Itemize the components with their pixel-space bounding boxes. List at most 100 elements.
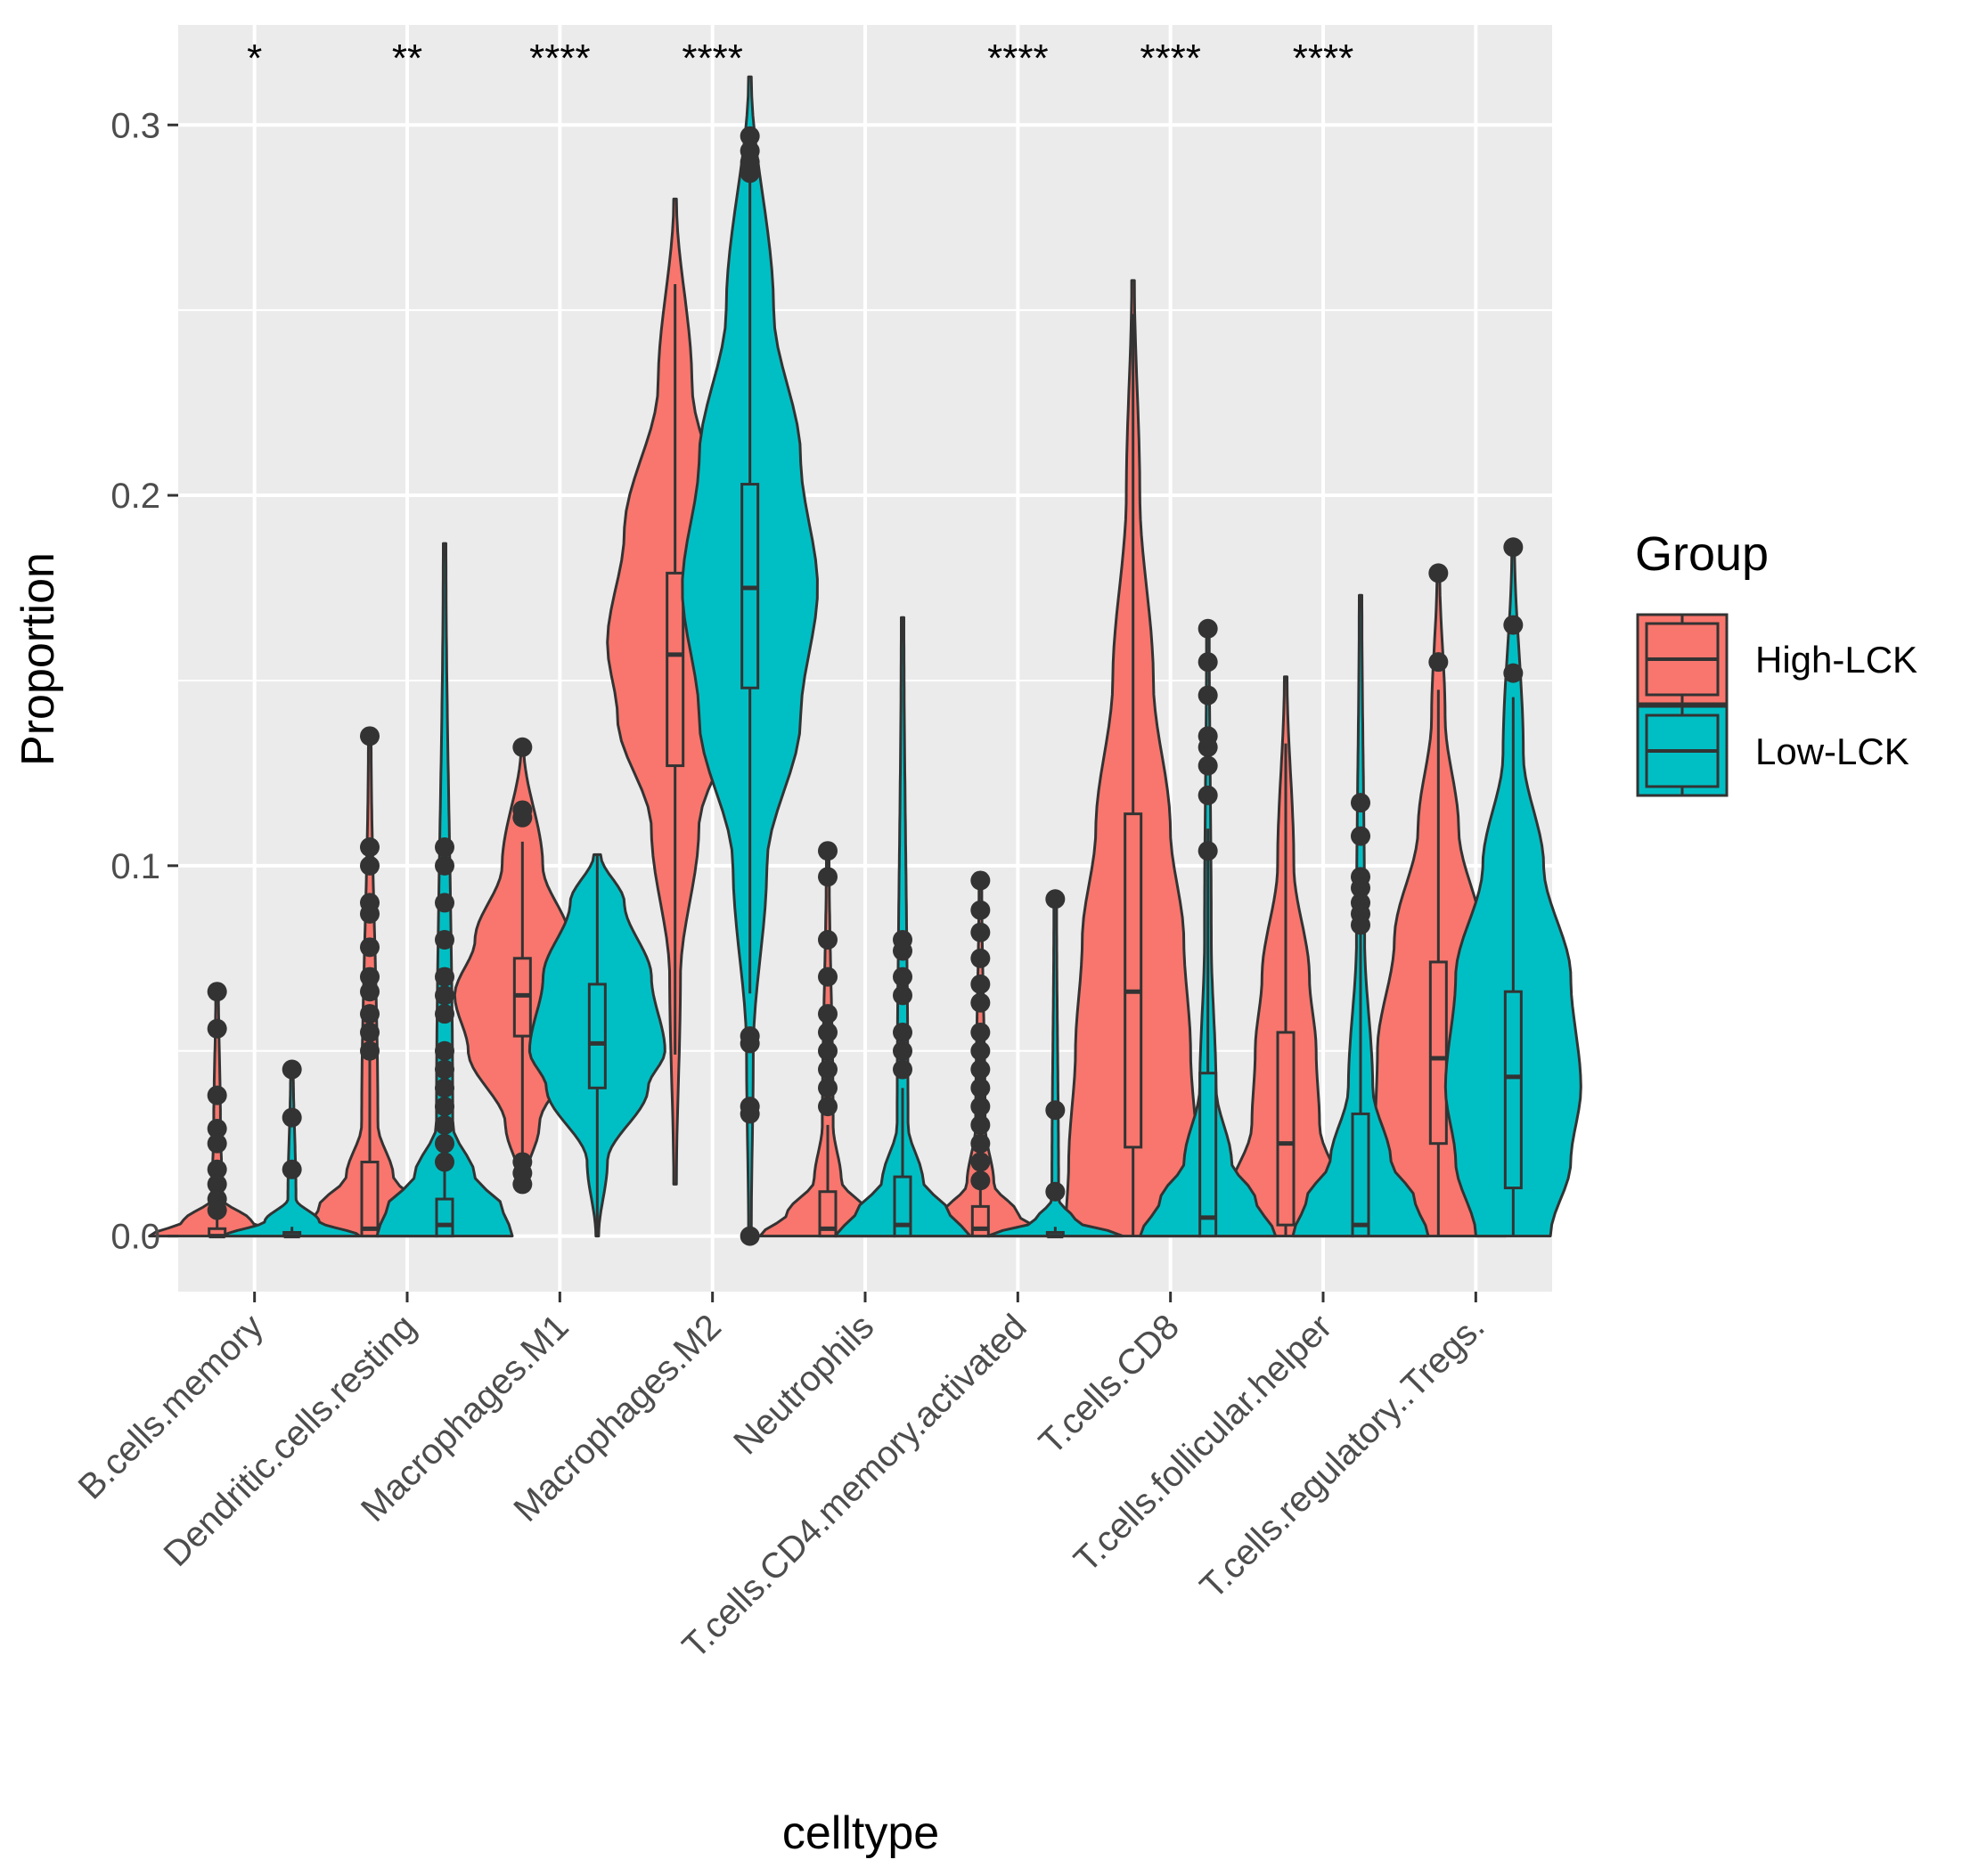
box — [1428, 960, 1448, 1146]
violin-low-lck-t-cells-cd4-memory-activated — [985, 889, 1124, 1239]
outlier-point — [435, 1152, 454, 1172]
significance-labels: * ** **** **** **** **** **** — [247, 37, 1353, 80]
significance-label: **** — [682, 37, 743, 80]
outlier-point — [818, 1059, 838, 1080]
violin-low-lck-neutrophils — [833, 616, 972, 1238]
outlier-point — [1045, 1100, 1066, 1121]
outlier-point — [360, 726, 380, 746]
outlier-point — [970, 1059, 991, 1080]
outlier-point — [512, 737, 533, 757]
outlier-point — [818, 841, 838, 861]
violin-high-lck-t-cells-follicular-helper — [1216, 675, 1355, 1238]
violin-low-lck-t-cells-follicular-helper — [1291, 593, 1430, 1238]
outlier-point — [893, 967, 912, 987]
outlier-point — [435, 985, 454, 1006]
x-tick-label-t-cells-cd8: T.cells.CD8 — [1032, 1307, 1187, 1462]
outlier-point — [970, 1022, 991, 1042]
outlier-point — [970, 900, 991, 920]
x-tick-label-dendritic-cells-resting: Dendritic.cells.resting — [156, 1307, 423, 1574]
x-tick-label-t-cells-regulatory-tregs: T.cells.regulatory..Tregs. — [1193, 1307, 1492, 1606]
outlier-point — [970, 1133, 991, 1154]
legend-label-high-lck: High-LCK — [1755, 639, 1917, 681]
outlier-point — [1198, 685, 1218, 706]
legend-label-low-lck: Low-LCK — [1755, 730, 1909, 772]
significance-label: **** — [529, 37, 591, 80]
outlier-point — [512, 807, 533, 828]
outlier-point — [1351, 826, 1370, 846]
outlier-point — [818, 930, 838, 950]
outlier-point — [1351, 793, 1370, 813]
box — [360, 1160, 380, 1238]
box — [970, 1204, 990, 1238]
outlier-point — [1045, 889, 1066, 909]
box — [1198, 1072, 1218, 1238]
box — [1351, 1112, 1370, 1238]
outlier-point — [360, 1022, 380, 1042]
violin-high-lck-t-cells-cd8 — [1064, 279, 1203, 1238]
significance-label: **** — [987, 37, 1049, 80]
violin-low-lck-t-cells-cd8 — [1139, 618, 1278, 1238]
outlier-point — [818, 867, 838, 887]
legend-key-high-lck — [1636, 613, 1729, 706]
outlier-point — [970, 1152, 991, 1172]
y-tick-label: 0.2 — [110, 477, 160, 516]
outlier-point — [435, 1078, 454, 1098]
outlier-point — [435, 1133, 454, 1154]
outlier-point — [1503, 663, 1524, 683]
outlier-point — [435, 855, 454, 876]
y-tick-label: 0.3 — [110, 106, 160, 145]
outlier-point — [1351, 915, 1370, 935]
legend: Group High-LCK Low-LCK — [1635, 527, 1917, 797]
outlier-point — [740, 1033, 760, 1054]
outlier-point — [435, 1004, 454, 1024]
outlier-point — [1198, 755, 1218, 776]
outlier-point — [207, 1119, 227, 1139]
outlier-point — [207, 982, 227, 1002]
violin-high-lck-macrophages-m2 — [606, 197, 745, 1186]
outlier-point — [360, 982, 380, 1002]
outlier-point — [435, 1114, 454, 1135]
outlier-point — [282, 1159, 302, 1179]
outlier-point — [1428, 652, 1449, 673]
x-tick-label-t-cells-follicular-helper: T.cells.follicular.helper — [1067, 1307, 1339, 1579]
outlier-point — [970, 1114, 991, 1135]
outlier-point — [893, 985, 912, 1006]
significance-label: ** — [392, 37, 422, 80]
outlier-point — [360, 1004, 380, 1024]
outlier-point — [435, 893, 454, 913]
outlier-point — [435, 837, 454, 858]
legend-key-low-lck — [1636, 705, 1729, 797]
outlier-point — [1503, 537, 1524, 558]
outlier-point — [1045, 1181, 1066, 1202]
outlier-point — [1198, 841, 1218, 861]
outlier-point — [893, 1022, 912, 1042]
outlier-point — [970, 1040, 991, 1061]
box — [1503, 990, 1523, 1190]
violin-high-lck-t-cells-cd4-memory-activated — [911, 870, 1050, 1238]
outlier-point — [512, 1174, 533, 1195]
outlier-point — [360, 937, 380, 958]
outlier-point — [1428, 563, 1449, 583]
outlier-point — [435, 930, 454, 950]
outlier-point — [207, 1200, 227, 1220]
outlier-point — [1198, 618, 1218, 639]
x-axis: B.cells.memoryDendritic.cells.restingMac… — [71, 1292, 1492, 1666]
x-axis-title: celltype — [782, 1807, 939, 1859]
violin-low-lck-macrophages-m2 — [681, 75, 819, 1246]
violin-high-lck-b-cells-memory — [148, 982, 287, 1239]
outlier-point — [740, 163, 760, 184]
outlier-point — [818, 967, 838, 987]
outlier-point — [970, 870, 991, 891]
outlier-point — [893, 1040, 912, 1061]
outlier-point — [970, 1170, 991, 1191]
violin-low-lck-t-cells-regulatory-tregs — [1443, 537, 1582, 1238]
outlier-point — [207, 1174, 227, 1195]
outlier-point — [1198, 652, 1218, 673]
outlier-point — [1503, 615, 1524, 635]
outlier-point — [207, 1133, 227, 1154]
outlier-point — [207, 1085, 227, 1105]
legend-title: Group — [1635, 527, 1769, 581]
outlier-point — [818, 1004, 838, 1024]
violin-low-lck-macrophages-m1 — [527, 852, 666, 1238]
